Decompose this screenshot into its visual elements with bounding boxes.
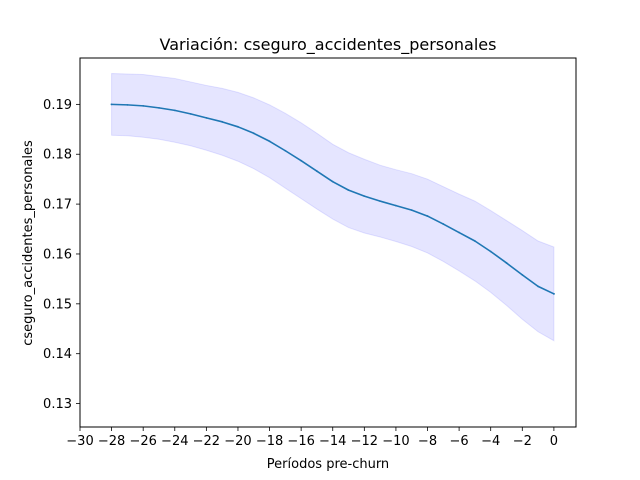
x-tick-label: −30 <box>66 434 93 449</box>
data-point <box>505 262 508 264</box>
x-tick-label: −10 <box>382 434 409 449</box>
y-tick-label: 0.15 <box>43 297 72 312</box>
data-point <box>537 285 539 288</box>
y-axis: 0.13 0.14 0.15 0.16 0.17 0.18 0.19 <box>43 98 80 412</box>
x-tick-label: −22 <box>193 434 220 449</box>
data-point <box>474 240 476 242</box>
data-point <box>458 231 461 234</box>
x-tick-label: −16 <box>287 434 314 449</box>
data-point <box>158 106 160 109</box>
data-point <box>410 209 413 211</box>
x-tick-label: −6 <box>450 434 469 449</box>
data-point <box>284 149 287 152</box>
data-point <box>221 120 224 123</box>
y-tick-label: 0.19 <box>43 98 72 113</box>
x-tick-label: −20 <box>224 434 251 449</box>
data-point <box>379 200 382 203</box>
x-tick-label: 0 <box>550 434 558 449</box>
data-point <box>316 170 318 173</box>
x-tick-label: −26 <box>129 434 156 449</box>
x-tick-label: −4 <box>481 434 500 449</box>
data-point <box>347 189 350 192</box>
data-point <box>395 204 397 207</box>
plot-area <box>110 72 555 342</box>
x-tick-label: −14 <box>319 434 346 449</box>
x-axis-label: Períodos pre-churn <box>267 457 389 472</box>
x-tick-label: −8 <box>418 434 437 449</box>
data-point <box>331 180 334 183</box>
data-point <box>173 109 176 112</box>
y-tick-label: 0.13 <box>43 397 72 412</box>
data-point <box>363 195 366 198</box>
confidence-band <box>111 72 555 342</box>
data-point <box>552 292 555 295</box>
y-tick-label: 0.16 <box>43 247 72 262</box>
x-tick-label: −18 <box>256 434 283 449</box>
axes-frame <box>79 57 577 428</box>
y-tick-label: 0.17 <box>43 198 72 213</box>
data-point <box>300 159 303 162</box>
data-point <box>205 116 208 119</box>
x-tick-label: −12 <box>351 434 378 449</box>
data-point <box>442 223 445 225</box>
data-point <box>126 103 129 106</box>
x-tick-label: −28 <box>98 434 125 449</box>
data-point <box>252 132 255 135</box>
x-tick-label: −2 <box>513 434 532 449</box>
data-point <box>521 274 524 276</box>
data-point <box>489 250 492 253</box>
x-axis: −30 −28 −26 −24 −22 −20 −18 −16 −14 −12 −10 −8 −6 −4−… <box>66 427 558 449</box>
data-point <box>110 103 113 106</box>
y-tick-label: 0.18 <box>43 148 72 163</box>
y-tick-label: 0.14 <box>43 347 72 362</box>
x-tick-label: −24 <box>161 434 188 449</box>
data-point <box>142 104 145 107</box>
data-point <box>189 112 192 115</box>
data-point <box>237 125 239 128</box>
data-point <box>268 140 271 143</box>
y-axis-label: cseguro_accidentes_personales <box>21 140 36 346</box>
data-point <box>426 215 429 217</box>
chart-title: Variación: cseguro_accidentes_personales <box>160 35 497 55</box>
